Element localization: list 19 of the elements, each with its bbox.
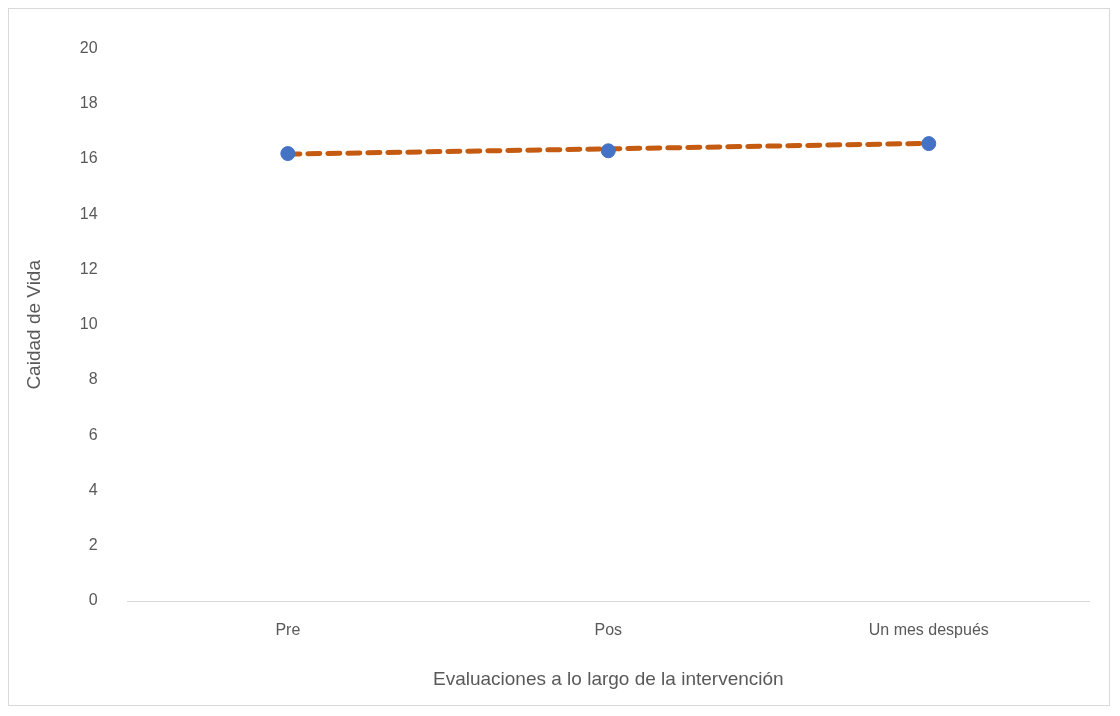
y-tick-label: 18 [79,94,98,112]
y-tick-label: 12 [79,259,98,277]
point [280,146,296,162]
y-tick-label: 20 [79,39,98,57]
y-tick-label: 8 [88,370,98,388]
x-tick-label: Un mes después [868,621,989,639]
y-tick-label: 4 [88,480,98,498]
point [600,143,616,159]
y-tick-label: 0 [88,591,98,609]
y-tick-label: 6 [88,425,98,443]
y-axis-title: Caidad de Vida [22,259,44,390]
x-tick-label: Pos [594,621,623,639]
y-tick-label: 10 [79,315,98,333]
y-tick-label: 2 [88,536,98,554]
point [921,136,937,152]
x-axis-title: Evaluaciones a lo largo de la intervención [432,667,784,689]
y-tick-label: 16 [79,149,98,167]
x-tick-label: Pre [275,621,301,639]
y-tick-label: 14 [79,204,98,222]
